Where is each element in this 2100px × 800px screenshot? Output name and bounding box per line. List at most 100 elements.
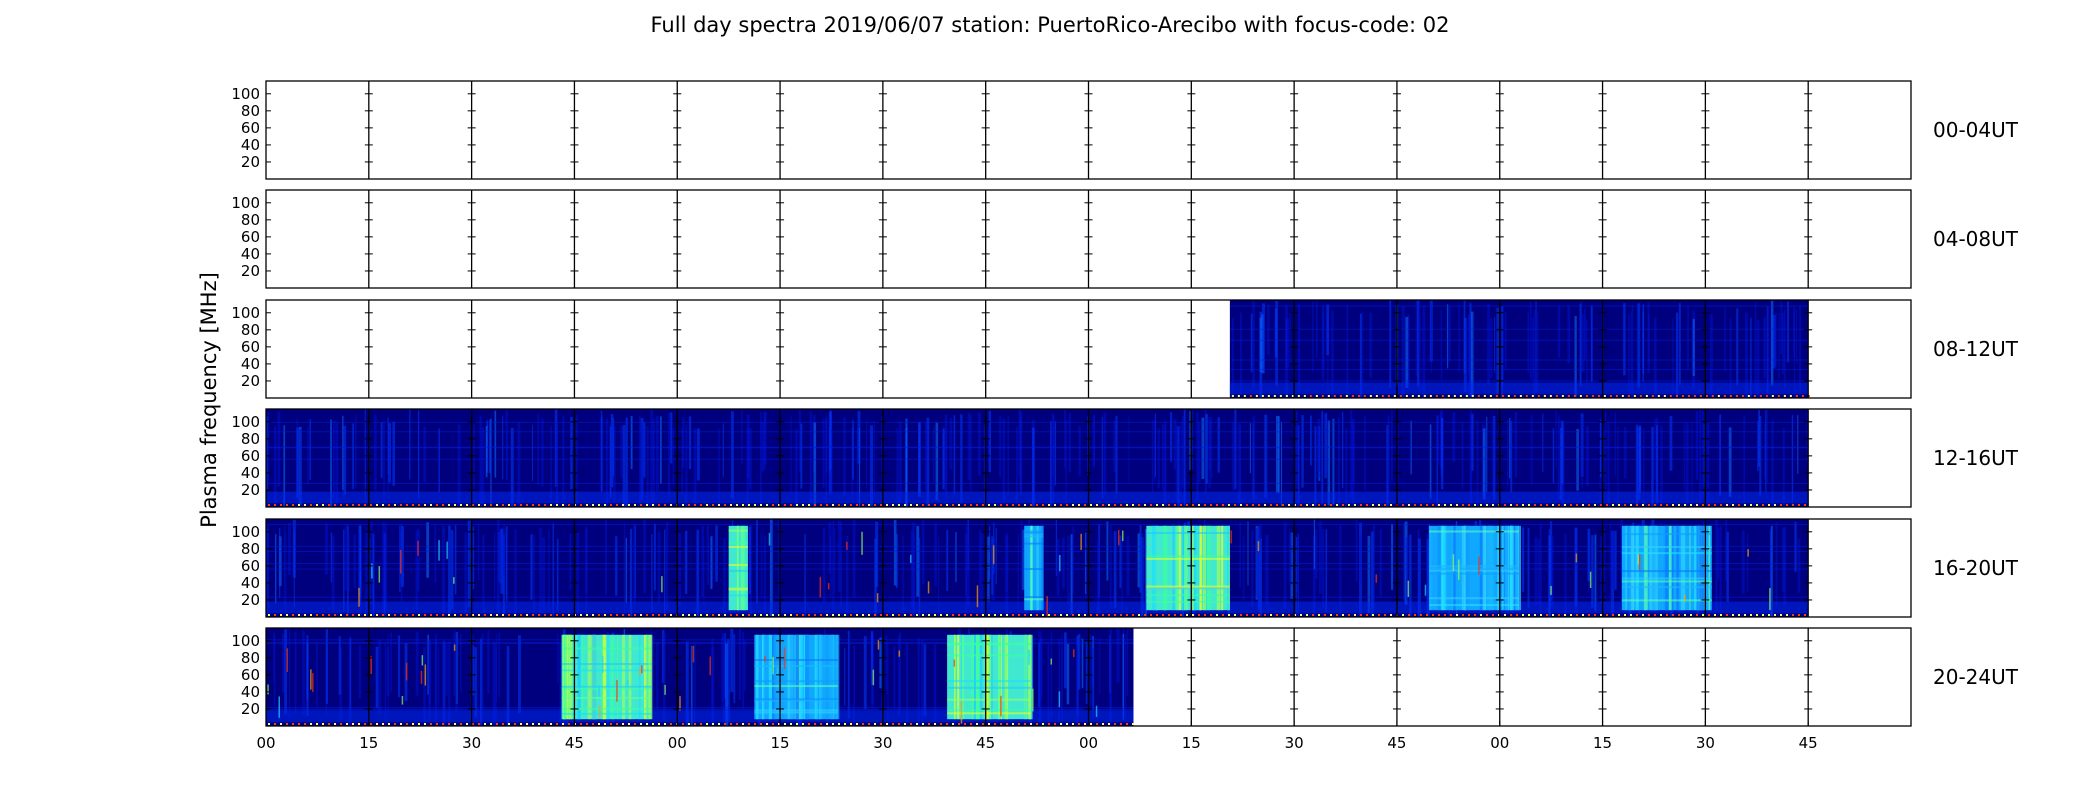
marker-dot (382, 723, 384, 725)
noise-streak (1099, 637, 1101, 695)
marker-dot (400, 723, 402, 725)
marker-dot (1222, 614, 1224, 616)
noise-streak (339, 647, 343, 723)
marker-dot (940, 723, 942, 725)
noise-streak (1452, 412, 1456, 462)
marker-dot (1276, 614, 1278, 616)
marker-dot (1216, 504, 1218, 506)
hot-pixel (286, 648, 289, 672)
noise-streak (991, 536, 994, 595)
marker-dot (1666, 504, 1668, 506)
hot-pixel (371, 563, 373, 579)
burst-4 (1621, 525, 1712, 611)
noise-streak (585, 525, 588, 617)
burst-streak (1644, 525, 1648, 611)
burst-streak (737, 525, 739, 611)
marker-dot (1762, 614, 1764, 616)
noise-streak (724, 633, 726, 700)
ytick-label: 40 (241, 574, 260, 592)
marker-dot (1354, 614, 1356, 616)
noise-streak (1391, 524, 1394, 590)
marker-dot (1678, 614, 1680, 616)
noise-streak (822, 527, 826, 603)
noise-streak (829, 428, 833, 494)
marker-dot (664, 614, 666, 616)
burst-streak (648, 634, 653, 720)
marker-dot (328, 504, 330, 506)
marker-dot (544, 504, 546, 506)
noise-streak (834, 528, 836, 594)
noise-streak (349, 636, 351, 711)
noise-streak (387, 634, 389, 714)
marker-dot (1270, 614, 1272, 616)
hot-pixel (1550, 585, 1552, 595)
marker-dot (1747, 395, 1750, 397)
marker-dot (1066, 723, 1068, 725)
marker-dot (1036, 504, 1038, 506)
marker-dot (592, 614, 594, 616)
burst-line (754, 685, 838, 688)
noise-streak (1635, 424, 1639, 507)
marker-dot (1018, 614, 1020, 616)
marker-dot (472, 723, 474, 725)
marker-dot (412, 504, 414, 506)
marker-dot (496, 504, 498, 506)
noise-streak (417, 410, 420, 499)
marker-dot (844, 614, 846, 616)
hot-pixel (1747, 549, 1749, 557)
marker-dot (376, 723, 378, 725)
ytick-label: 80 (241, 649, 260, 667)
noise-streak (949, 418, 953, 470)
marker-dot (1078, 504, 1080, 506)
marker-dot (1546, 614, 1548, 616)
marker-dot (868, 504, 870, 506)
marker-dot (268, 504, 270, 506)
noise-streak (1754, 302, 1757, 398)
noise-streak (1706, 421, 1710, 507)
marker-dot (1198, 614, 1200, 616)
noise-streak (488, 419, 491, 474)
noise-line (1229, 380, 1809, 382)
marker-dot (1243, 395, 1246, 397)
noise-streak (1072, 526, 1075, 594)
marker-dot (874, 723, 876, 725)
marker-dot (826, 504, 828, 506)
burst-streak (1625, 525, 1627, 611)
marker-dot (1486, 504, 1488, 506)
marker-dot (1570, 504, 1572, 506)
noise-streak (1585, 426, 1589, 486)
noise-streak (1038, 642, 1040, 707)
marker-dot (976, 723, 978, 725)
marker-dot (1807, 395, 1810, 397)
marker-dot (1336, 504, 1338, 506)
marker-dot (970, 504, 972, 506)
burst-line (754, 711, 838, 714)
noise-streak (1487, 304, 1490, 385)
marker-dot (1030, 504, 1032, 506)
marker-dot (364, 614, 366, 616)
noise-streak (380, 422, 383, 478)
marker-dot (982, 504, 984, 506)
noise-streak (1091, 636, 1094, 687)
marker-dot (1138, 614, 1140, 616)
marker-dot (1264, 504, 1266, 506)
noise-streak (434, 639, 438, 726)
noise-streak (1440, 310, 1443, 381)
marker-dot (1705, 395, 1708, 397)
marker-dot (694, 723, 696, 725)
marker-dot (1477, 395, 1480, 397)
noise-streak (503, 524, 505, 576)
noise-streak (995, 528, 997, 585)
noise-streak (482, 534, 485, 617)
noise-streak (1280, 421, 1283, 507)
noise-streak (741, 409, 743, 465)
noise-streak (1699, 409, 1702, 504)
marker-dot (1708, 504, 1710, 506)
noise-streak (434, 523, 437, 584)
noise-streak (1386, 424, 1389, 507)
marker-dot (1168, 614, 1170, 616)
marker-dot (1549, 395, 1552, 397)
marker-dot (778, 614, 780, 616)
noise-streak (722, 423, 724, 477)
noise-streak (857, 410, 861, 464)
